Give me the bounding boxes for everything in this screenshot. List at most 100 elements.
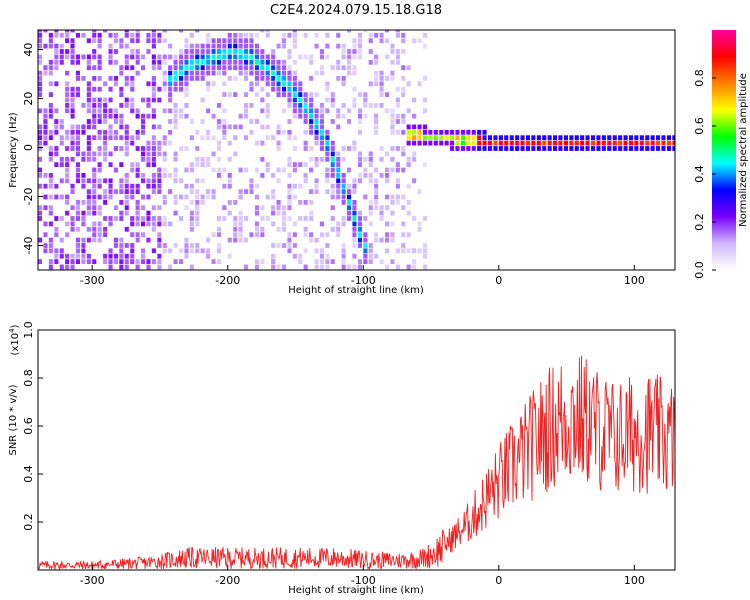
heatmap-cell <box>92 259 97 264</box>
heatmap-cell <box>184 253 189 259</box>
heatmap-cell <box>357 38 362 44</box>
heatmap-cell <box>97 113 102 119</box>
heatmap-cell <box>477 135 482 141</box>
heatmap-cell <box>216 259 221 264</box>
heatmap-cell <box>173 113 178 119</box>
heatmap-cell <box>292 76 297 81</box>
heatmap-cell <box>157 32 162 38</box>
heatmap-cell <box>124 264 129 270</box>
heatmap-cell <box>168 97 173 103</box>
heatmap-cell <box>227 124 232 130</box>
colorbar-tick-label: 0.6 <box>693 117 706 135</box>
heatmap-cell <box>65 38 70 44</box>
heatmap-cell <box>309 124 314 130</box>
heatmap-cell <box>81 156 86 162</box>
heatmap-cell <box>233 76 238 81</box>
heatmap-cell <box>390 221 395 227</box>
heatmap-cell <box>146 151 151 157</box>
heatmap-cell <box>672 135 675 141</box>
heatmap-cell <box>119 189 124 194</box>
heatmap-cell <box>92 183 97 189</box>
heatmap-cell <box>65 162 70 167</box>
heatmap-cell <box>146 140 151 146</box>
heatmap-cell <box>585 146 590 151</box>
heatmap-cell <box>195 156 200 162</box>
heatmap-cell <box>173 54 178 60</box>
heatmap-cell <box>168 129 173 135</box>
heatmap-cell <box>157 65 162 71</box>
heatmap-cell <box>75 92 80 97</box>
heatmap-cell <box>422 248 427 254</box>
heatmap-cell <box>54 124 59 130</box>
heatmap-cell <box>341 189 346 194</box>
heatmap-cell <box>325 135 330 141</box>
heatmap-cell <box>330 119 335 124</box>
heatmap-cell <box>238 49 243 54</box>
heatmap-cell <box>265 30 270 33</box>
heatmap-cell <box>211 232 216 238</box>
heatmap-cell <box>254 194 259 200</box>
heatmap-cell <box>639 140 644 146</box>
heatmap-cell <box>162 59 167 65</box>
heatmap-cell <box>103 259 108 264</box>
heatmap-cell <box>92 97 97 103</box>
heatmap-cell <box>341 259 346 264</box>
heatmap-cell <box>222 65 227 71</box>
heatmap-cell <box>439 135 444 141</box>
heatmap-cell <box>75 129 80 135</box>
heatmap-cell <box>81 248 86 254</box>
heatmap-cell <box>341 221 346 227</box>
heatmap-cell <box>38 86 43 92</box>
heatmap-cell <box>124 59 129 65</box>
heatmap-cell <box>401 65 406 71</box>
heatmap-cell <box>157 243 162 248</box>
heatmap-cell <box>412 151 417 157</box>
heatmap-cell <box>482 146 487 151</box>
heatmap-cell <box>390 129 395 135</box>
heatmap-cell <box>92 232 97 238</box>
heatmap-cell <box>81 216 86 221</box>
heatmap-cell <box>368 248 373 254</box>
heatmap-cell <box>130 49 135 54</box>
heatmap-cell <box>271 259 276 264</box>
heatmap-cell <box>357 259 362 264</box>
heatmap-cell <box>54 54 59 60</box>
heatmap-cell <box>70 259 75 264</box>
heatmap-cell <box>254 210 259 216</box>
heatmap-cell <box>70 38 75 44</box>
heatmap-cell <box>422 108 427 114</box>
heatmap-cell <box>466 135 471 141</box>
heatmap-cell <box>54 248 59 254</box>
heatmap-cell <box>130 38 135 44</box>
heatmap-cell <box>276 210 281 216</box>
heatmap-cell <box>471 135 476 141</box>
heatmap-cell <box>124 43 129 49</box>
heatmap-cell <box>401 221 406 227</box>
heatmap-cell <box>271 86 276 92</box>
heatmap-cell <box>108 178 113 184</box>
heatmap-cell <box>390 124 395 130</box>
heatmap-cell <box>108 86 113 92</box>
heatmap-cell <box>135 183 140 189</box>
heatmap-cell <box>336 183 341 189</box>
heatmap-cell <box>319 70 324 76</box>
heatmap-cell <box>70 49 75 54</box>
heatmap-cell <box>59 178 64 184</box>
heatmap-cell <box>368 38 373 44</box>
heatmap-cell <box>233 232 238 238</box>
y-tick-label: 0.8 <box>22 369 35 387</box>
heatmap-cell <box>113 129 118 135</box>
heatmap-cell <box>86 59 91 65</box>
heatmap-cell <box>124 259 129 264</box>
heatmap-cell <box>265 108 270 114</box>
heatmap-cell <box>287 119 292 124</box>
heatmap-cell <box>368 162 373 167</box>
heatmap-cell <box>65 264 70 270</box>
heatmap-cell <box>298 97 303 103</box>
heatmap-cell <box>352 54 357 60</box>
heatmap-cell <box>282 226 287 232</box>
heatmap-cell <box>238 54 243 60</box>
heatmap-cell <box>206 81 211 87</box>
heatmap-cell <box>254 264 259 270</box>
heatmap-cell <box>292 70 297 76</box>
